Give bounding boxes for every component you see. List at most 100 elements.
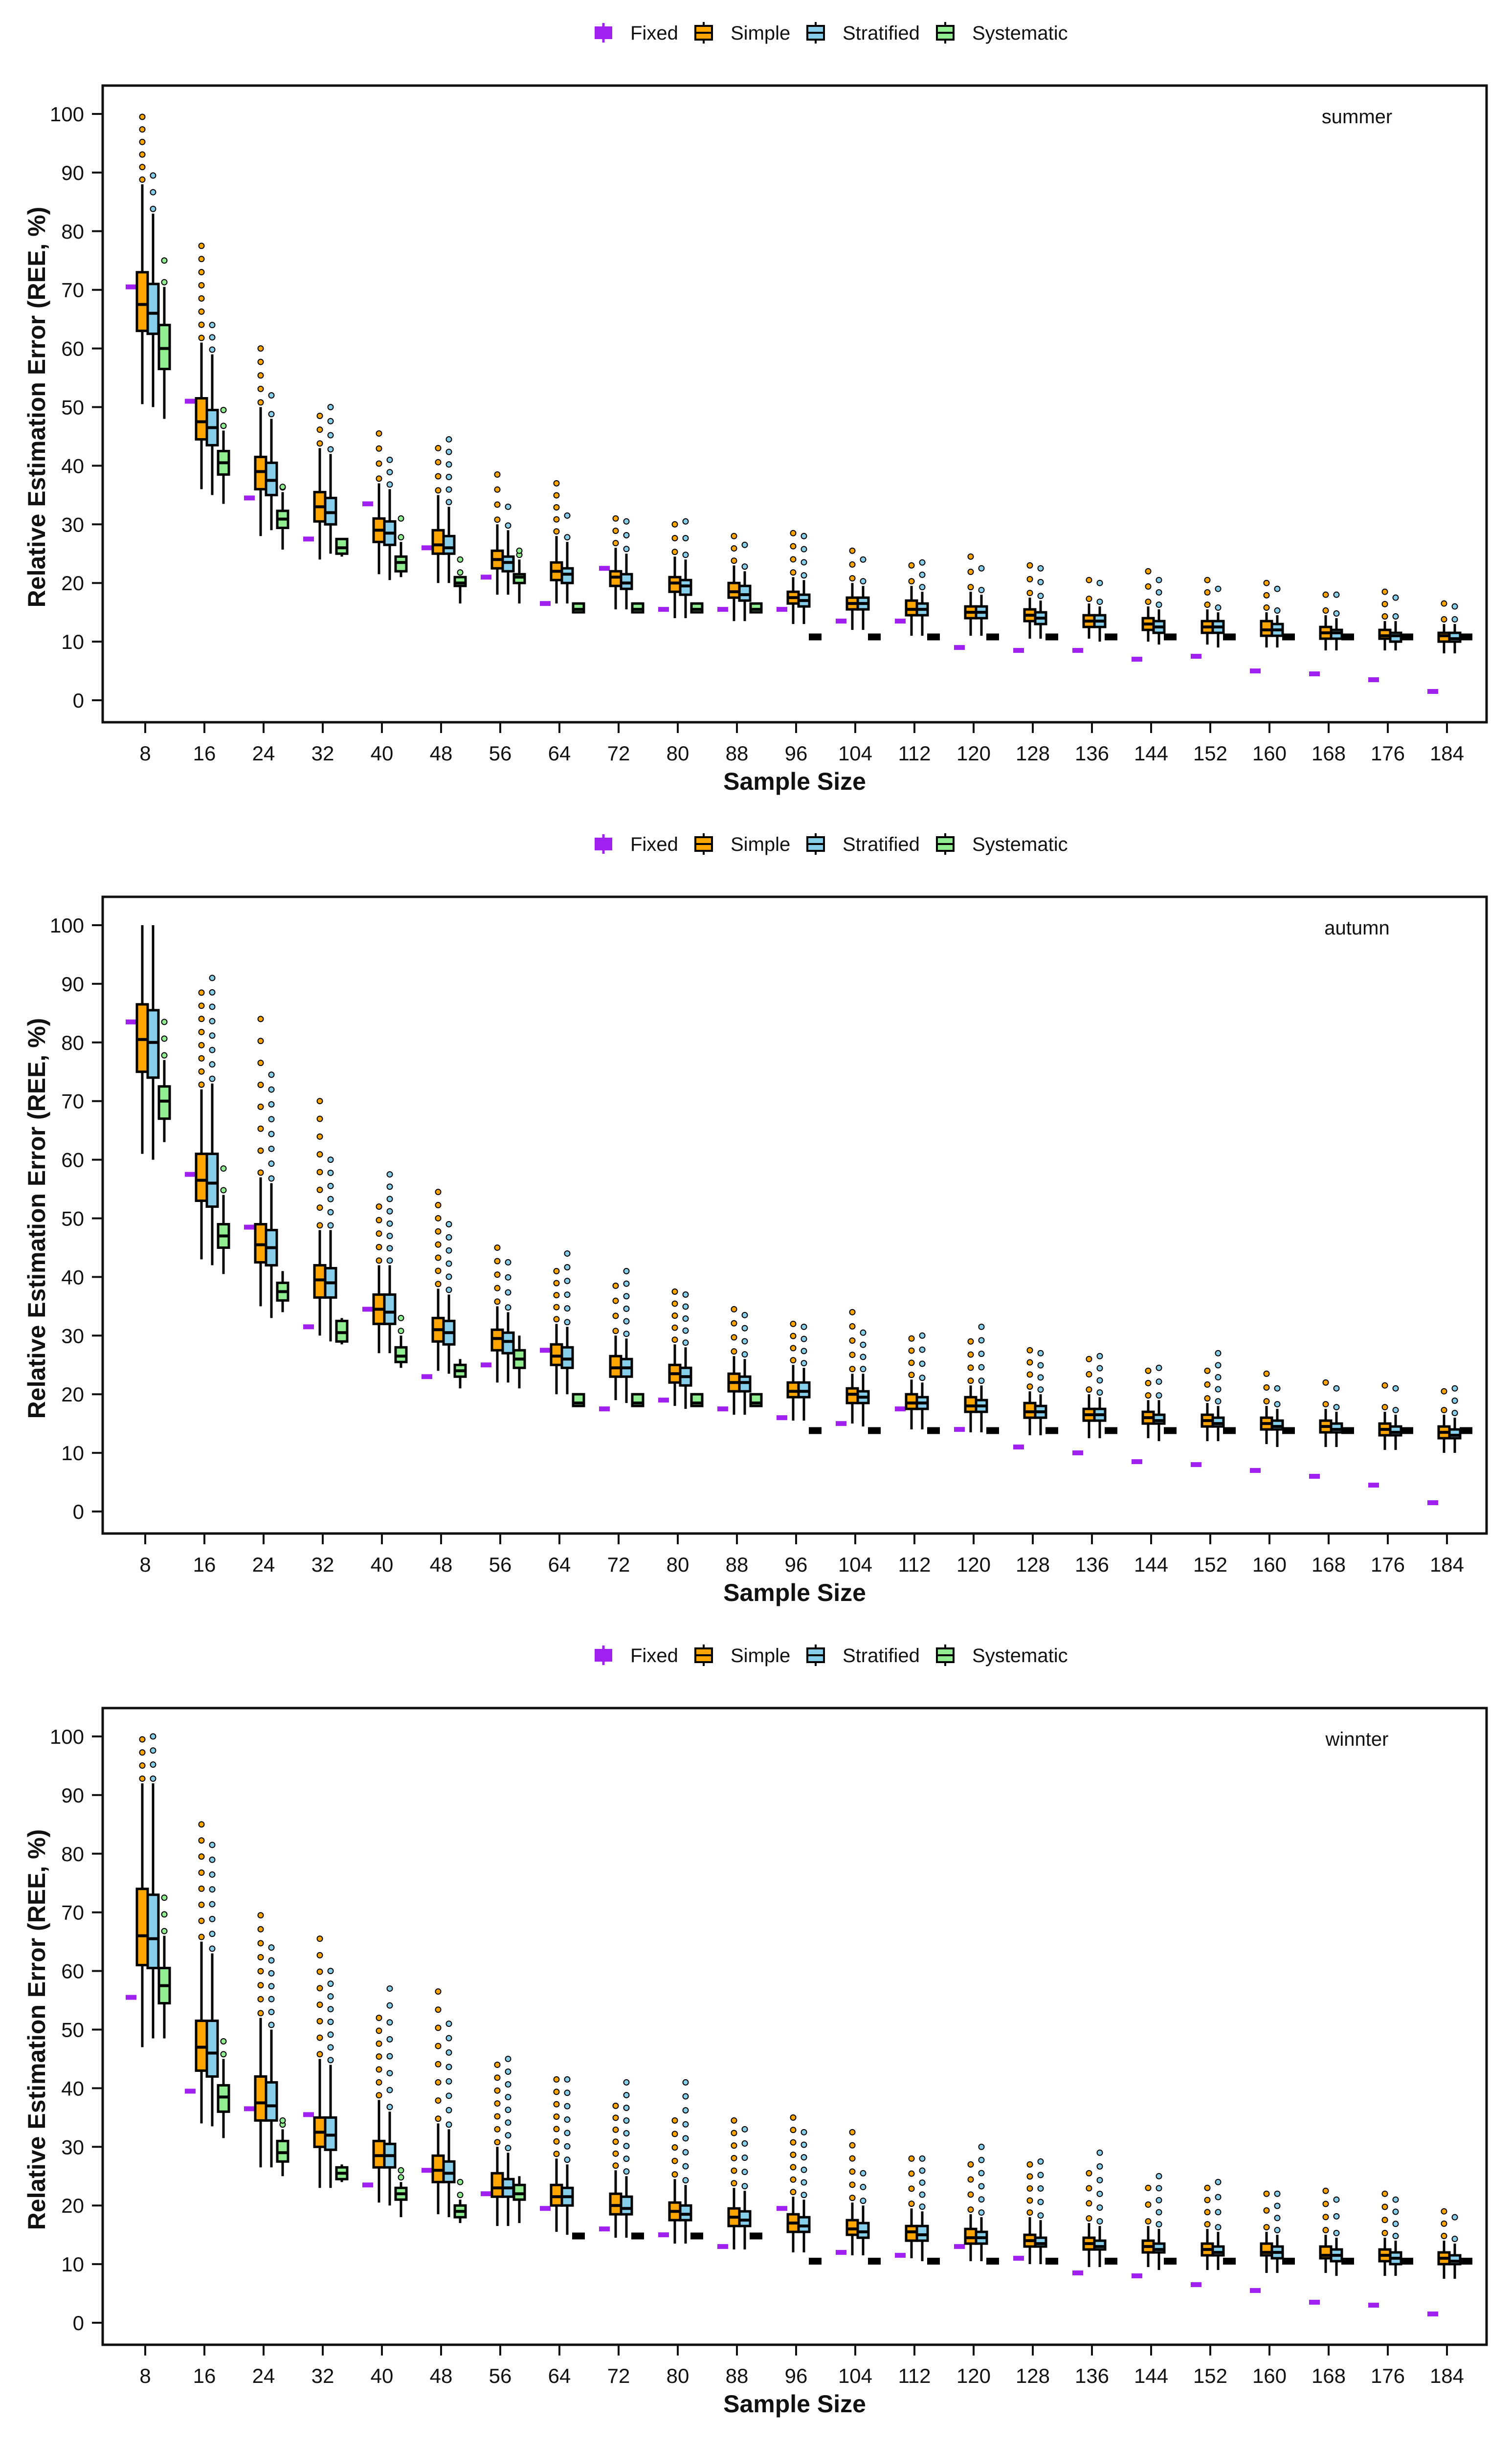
simple-outlier — [139, 126, 146, 133]
stratified-outlier — [150, 1747, 156, 1754]
simple-box — [786, 2114, 800, 2253]
stratified-box — [975, 2143, 988, 2262]
stratified-outlier — [386, 1220, 393, 1227]
simple-outlier — [316, 1952, 323, 1958]
simple-outlier — [1322, 1379, 1329, 1386]
stratified-outlier — [445, 2092, 452, 2099]
simple-outlier — [967, 2206, 974, 2213]
x-tick-label: 48 — [430, 742, 453, 765]
simple-outlier — [1263, 2224, 1270, 2231]
simple-outlier — [435, 2079, 442, 2086]
fixed-mark — [303, 1324, 314, 1330]
systematic-outlier — [220, 406, 227, 413]
simple-outlier — [553, 2076, 560, 2083]
simple-outlier — [553, 2126, 560, 2133]
systematic-box — [868, 1427, 881, 1434]
simple-iqr-box — [431, 529, 445, 555]
systematic-flat-box — [1105, 1427, 1117, 1434]
simple-outlier — [967, 2191, 974, 2198]
simple-outlier — [1441, 1407, 1447, 1414]
stratified-outlier — [741, 2126, 748, 2133]
simple-outlier — [1204, 2184, 1211, 2191]
stratified-outlier — [800, 2141, 807, 2148]
fixed-mark — [1132, 657, 1142, 662]
simple-iqr-box — [135, 1888, 149, 1967]
x-tick-label: 152 — [1193, 742, 1227, 765]
systematic-box — [631, 602, 645, 614]
simple-outlier — [494, 1258, 501, 1265]
systematic-box — [157, 257, 171, 419]
systematic-box — [572, 2232, 585, 2240]
simple-box — [1023, 1347, 1037, 1436]
simple-box — [964, 1338, 978, 1433]
legend-label: Simple — [731, 22, 790, 44]
y-tick-label: 70 — [61, 1090, 84, 1113]
simple-outlier — [494, 471, 501, 478]
x-tick-label: 48 — [430, 2364, 453, 2387]
stratified-outlier — [1333, 2213, 1340, 2220]
fixed-mark — [481, 2191, 491, 2197]
simple-outlier — [849, 575, 856, 582]
simple-box — [668, 2117, 682, 2244]
simple-outlier — [731, 2167, 737, 2174]
simple-outlier — [316, 1935, 323, 1942]
marks — [126, 925, 1472, 1506]
stratified-outlier — [505, 1304, 511, 1311]
stratified-outlier — [268, 1160, 275, 1167]
simple-outlier — [553, 1267, 560, 1274]
stratified-outlier — [386, 2019, 393, 2026]
systematic-outlier — [398, 534, 404, 541]
simple-outlier — [908, 1359, 915, 1366]
legend-label: Fixed — [630, 834, 678, 855]
x-axis-title: Sample Size — [723, 1579, 866, 1606]
systematic-box — [750, 2232, 762, 2240]
stratified-box — [383, 1985, 397, 2206]
simple-outlier — [731, 1348, 737, 1355]
systematic-box — [986, 1427, 999, 1434]
stratified-outlier — [445, 499, 452, 506]
simple-outlier — [849, 1309, 856, 1315]
stratified-box — [1211, 585, 1225, 648]
plot-frame — [101, 1707, 1488, 2346]
simple-outlier — [1204, 2221, 1211, 2228]
y-tick-label: 90 — [61, 973, 84, 996]
x-tick-label: 16 — [193, 1553, 216, 1576]
simple-outlier — [553, 1316, 560, 1323]
simple-box — [1082, 1356, 1096, 1439]
stratified-outlier — [209, 1003, 216, 1010]
simple-box — [135, 113, 149, 404]
stratified-outlier — [209, 1871, 216, 1878]
x-tick-label: 104 — [838, 742, 872, 765]
stratified-outlier — [1096, 1389, 1103, 1396]
systematic-box — [394, 515, 408, 578]
simple-outlier — [198, 1837, 205, 1844]
stratified-outlier — [386, 2087, 393, 2093]
simple-outlier — [1026, 2209, 1033, 2216]
stratified-box — [620, 518, 633, 610]
simple-box — [254, 345, 267, 536]
systematic-flat-box — [927, 633, 940, 641]
stratified-outlier — [268, 1116, 275, 1123]
season-label: summer — [1322, 106, 1392, 128]
fixed-mark — [1309, 671, 1320, 677]
simple-outlier — [1441, 616, 1447, 623]
stratified-outlier — [978, 587, 985, 594]
y-tick-label: 60 — [61, 1960, 84, 1983]
simple-outlier — [494, 2074, 501, 2081]
stratified-outlier — [978, 2196, 985, 2203]
stratified-outlier — [1037, 565, 1044, 572]
systematic-box — [809, 2258, 822, 2265]
simple-outlier — [257, 1060, 264, 1067]
simple-outlier — [790, 2176, 797, 2183]
simple-box — [1141, 568, 1155, 642]
simple-outlier — [790, 2151, 797, 2158]
simple-outlier — [612, 2114, 619, 2121]
group-56 — [481, 2055, 526, 2226]
simple-outlier — [316, 2034, 323, 2041]
simple-outlier — [316, 1186, 323, 1193]
simple-box — [1437, 1388, 1451, 1453]
simple-outlier — [257, 372, 264, 379]
stratified-outlier — [150, 172, 156, 179]
fixed-mark — [540, 2206, 551, 2211]
